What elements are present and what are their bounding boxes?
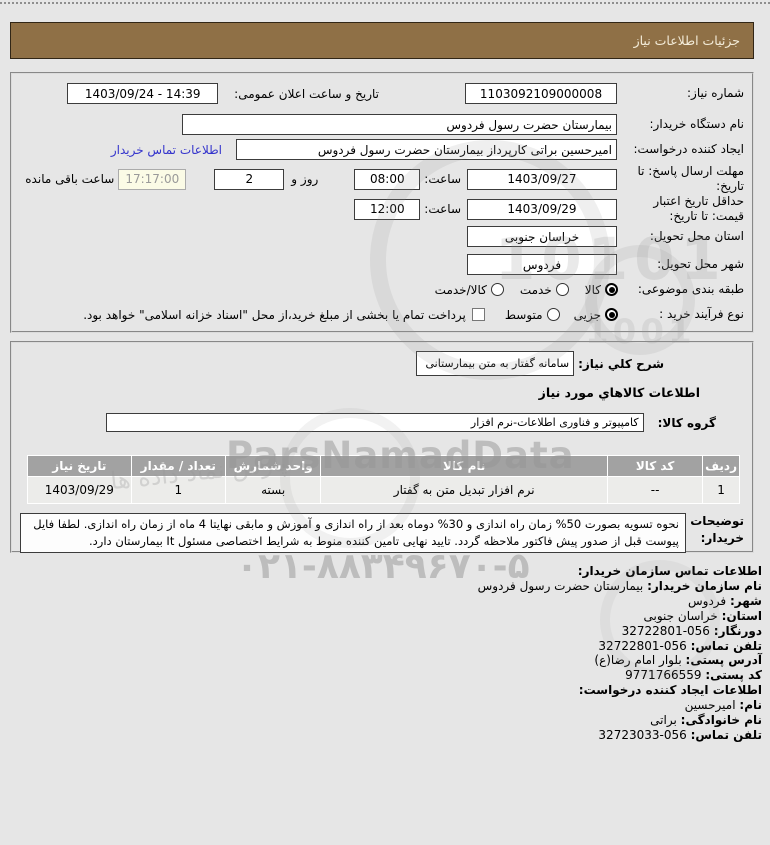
cell-row-number: 1 (702, 476, 740, 504)
treasury-checkbox[interactable] (471, 308, 485, 321)
radio-service-label: خدمت (519, 282, 552, 297)
purchase-process-label: نوع فرآیند خرید : (659, 307, 744, 321)
announcement-label: تاریخ و ساعت اعلان عمومی: (234, 86, 379, 101)
contact-province: استان: خراسان جنوبی (643, 608, 762, 623)
row-purchase-process: نوع فرآیند خرید : جزیی متوسط پرداخت تمام… (20, 307, 744, 322)
goods-table: ردیف کد کالا نام کالا واحد شمارش تعداد /… (27, 455, 740, 504)
buyer-contact-link[interactable]: اطلاعات تماس خریدار (110, 142, 222, 157)
reply-deadline-date-field[interactable]: 1403/09/27 (467, 168, 617, 190)
delivery-province-label: استان محل تحویل: (649, 229, 744, 243)
requester-phone: تلفن تماس: 32723033-056 (598, 727, 762, 742)
row-overall-desc: شرح کلي نیاز: سامانه گفتار به متن بیمارس… (20, 351, 664, 376)
price-validity-hour-field[interactable]: 12:00 (354, 198, 421, 220)
col-quantity: تعداد / مقدار (130, 455, 226, 477)
cell-quantity: 1 (130, 476, 226, 504)
need-number-field[interactable]: 1103092109000008 (465, 83, 617, 104)
subject-class-label: طبقه بندی موضوعی: (637, 282, 744, 296)
radio-goods[interactable] (605, 283, 618, 296)
radio-goods-service-label: کالا/خدمت (434, 282, 487, 297)
cell-item-code: -- (607, 476, 704, 504)
reply-deadline-hour-label: ساعت: (424, 172, 461, 186)
delivery-city-field[interactable]: فردوس (467, 254, 617, 275)
row-need-number: شماره نیاز: 1103092109000008 تاریخ و ساع… (20, 83, 744, 104)
requester-info-heading: اطلاعات ایجاد کننده درخواست: (578, 683, 762, 698)
buyer-org-field[interactable]: بیمارستان حضرت رسول فردوس (182, 114, 617, 135)
goods-heading: اطلاعات کالاهاي مورد نیاز (538, 385, 700, 400)
row-delivery-province: استان محل تحویل: خراسان جنوبی (20, 226, 744, 247)
row-subject-class: طبقه بندی موضوعی: کالا خدمت کالا/خدمت (20, 282, 744, 297)
radio-goods-label: کالا (584, 282, 601, 297)
buyer-notes-label: توضیحات خریدار: (690, 514, 744, 546)
col-need-date: تاریخ نیاز (27, 455, 132, 477)
delivery-province-field[interactable]: خراسان جنوبی (467, 226, 617, 247)
radio-medium-label: متوسط (504, 307, 543, 322)
row-reply-deadline: مهلت ارسال پاسخ: تا تاریخ: 1403/09/27 سا… (20, 162, 744, 196)
buyer-notes-field[interactable]: نحوه تسویه بصورت 50% زمان راه اندازی و 3… (20, 513, 686, 553)
remaining-time-field: 17:17:00 (118, 168, 187, 190)
buyer-org-label: نام دستگاه خریدار: (649, 117, 745, 131)
col-item-code: کد کالا (607, 455, 704, 477)
days-and-label: روز و (291, 172, 319, 186)
requester-last-name: نام خانوادگی: براتی (650, 713, 762, 728)
row-buyer-notes: توضیحات خریدار: نحوه تسویه بصورت 50% زما… (20, 513, 744, 553)
remaining-days-field[interactable]: 2 (214, 168, 285, 190)
requester-first-name: نام: امیرحسین (684, 698, 762, 713)
goods-table-row: 1 -- نرم افزار تبدیل متن به گفتار بسته 1… (27, 476, 740, 504)
price-validity-date-field[interactable]: 1403/09/29 (467, 198, 617, 220)
need-number-label: شماره نیاز: (687, 86, 744, 100)
goods-group-field[interactable]: کامپیوتر و فناوری اطلاعات-نرم افزار (105, 413, 644, 432)
radio-medium[interactable] (546, 308, 560, 321)
page-title: جزئیات اطلاعات نیاز (633, 33, 740, 48)
col-row-number: ردیف (702, 455, 740, 477)
announcement-datetime-field[interactable]: 1403/09/24 - 14:39 (67, 83, 219, 104)
radio-service[interactable] (555, 283, 569, 296)
goods-panel: شرح کلي نیاز: سامانه گفتار به متن بیمارس… (10, 341, 754, 553)
contact-org-name: نام سازمان خریدار: بیمارستان حضرت رسول ف… (477, 578, 762, 593)
contact-fax: دورنگار: 32722801-056 (621, 623, 762, 638)
goods-group-label: گروه کالا: (657, 415, 716, 430)
remaining-time-label: ساعت باقی مانده (25, 172, 115, 186)
cell-unit: بسته (224, 476, 322, 504)
radio-goods-service[interactable] (490, 283, 504, 296)
radio-minor-label: جزیی (573, 307, 601, 322)
contact-address: آدرس پستی: بلوار امام رضا(ع) (594, 653, 762, 668)
treasury-note: پرداخت تمام یا بخشی از مبلغ خرید،از محل … (83, 307, 466, 322)
row-delivery-city: شهر محل تحویل: فردوس (20, 254, 744, 275)
contact-org-heading: اطلاعات تماس سازمان خریدار: (577, 564, 762, 578)
cell-need-date: 1403/09/29 (27, 476, 132, 504)
radio-minor[interactable] (605, 308, 618, 321)
col-item-name: نام کالا (320, 455, 609, 477)
reply-deadline-label: مهلت ارسال پاسخ: تا تاریخ: (637, 164, 744, 193)
row-requester: ایجاد کننده درخواست: امیرحسین براتی کارپ… (20, 139, 744, 160)
price-validity-hour-label: ساعت: (424, 202, 461, 216)
row-buyer-org: نام دستگاه خریدار: بیمارستان حضرت رسول ف… (20, 114, 744, 135)
goods-table-header-row: ردیف کد کالا نام کالا واحد شمارش تعداد /… (27, 455, 740, 477)
overall-desc-label: شرح کلي نیاز: (578, 356, 664, 371)
page-title-bar: جزئیات اطلاعات نیاز (10, 22, 754, 59)
overall-desc-field[interactable]: سامانه گفتار به متن بیمارستانی (416, 351, 575, 376)
row-goods-heading: اطلاعات کالاهاي مورد نیاز (20, 385, 700, 400)
row-goods-group: گروه کالا: کامپیوتر و فناوری اطلاعات-نرم… (20, 413, 716, 432)
requester-field[interactable]: امیرحسین براتی کارپرداز بیمارستان حضرت ر… (236, 139, 617, 160)
contact-block: اطلاعات تماس سازمان خریدار: نام سازمان خ… (478, 564, 762, 743)
price-validity-label: حداقل تاریخ اعتبار قیمت: تا تاریخ: (653, 194, 744, 223)
contact-postal-code: کد پستی: 9771766559 (625, 668, 762, 683)
row-price-validity: حداقل تاریخ اعتبار قیمت: تا تاریخ: 1403/… (20, 192, 744, 226)
contact-city: شهر: فردوس (688, 593, 762, 608)
cell-item-name: نرم افزار تبدیل متن به گفتار (320, 476, 609, 504)
delivery-city-label: شهر محل تحویل: (657, 257, 744, 271)
col-unit: واحد شمارش (224, 455, 322, 477)
reply-deadline-hour-field[interactable]: 08:00 (354, 168, 421, 190)
top-dotted-divider (0, 2, 770, 4)
need-info-panel: شماره نیاز: 1103092109000008 تاریخ و ساع… (10, 72, 754, 333)
contact-phone: تلفن تماس: 32722801-056 (598, 638, 762, 653)
requester-label: ایجاد کننده درخواست: (633, 142, 744, 156)
